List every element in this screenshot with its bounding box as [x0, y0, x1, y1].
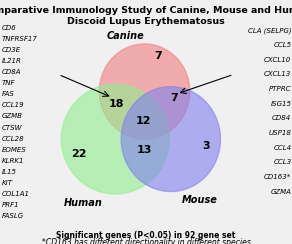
Text: Canine: Canine — [107, 31, 145, 41]
Text: CD8A: CD8A — [1, 69, 21, 75]
Text: CCL4: CCL4 — [273, 145, 291, 151]
Text: CCL28: CCL28 — [1, 136, 24, 142]
Text: CCL5: CCL5 — [273, 42, 291, 48]
Text: Significant genes (P<0.05) in 92 gene set: Significant genes (P<0.05) in 92 gene se… — [56, 231, 236, 240]
Text: PTPRC: PTPRC — [269, 86, 291, 92]
Text: 22: 22 — [71, 149, 87, 159]
Text: TNFRSF17: TNFRSF17 — [1, 36, 37, 42]
Text: CD84: CD84 — [272, 115, 291, 121]
Text: 3: 3 — [202, 142, 210, 151]
Text: CLA (SELPG): CLA (SELPG) — [248, 27, 291, 34]
Text: Human: Human — [64, 198, 103, 208]
Text: GZMB: GZMB — [1, 113, 22, 120]
Ellipse shape — [121, 87, 220, 192]
Text: KLRK1: KLRK1 — [1, 158, 24, 164]
Text: TNF: TNF — [1, 80, 15, 86]
Text: FASLG: FASLG — [1, 213, 24, 219]
Text: EOMES: EOMES — [1, 147, 26, 153]
Text: IL15: IL15 — [1, 169, 16, 175]
Text: USP18: USP18 — [269, 130, 291, 136]
Text: CD6: CD6 — [1, 25, 16, 31]
Text: 18: 18 — [109, 99, 125, 109]
Text: ISG15: ISG15 — [270, 101, 291, 107]
Text: 7: 7 — [154, 51, 161, 61]
Text: CCL19: CCL19 — [1, 102, 24, 108]
Text: CD3E: CD3E — [1, 47, 20, 53]
Text: 13: 13 — [137, 145, 152, 155]
Text: CD163*: CD163* — [264, 174, 291, 180]
Text: 12: 12 — [136, 116, 152, 126]
Ellipse shape — [99, 44, 190, 139]
Text: 7: 7 — [170, 93, 178, 102]
Text: IL21R: IL21R — [1, 58, 21, 64]
Text: CXCL10: CXCL10 — [264, 57, 291, 63]
Text: COL1A1: COL1A1 — [1, 191, 29, 197]
Text: *CD163 has different directionality in different species: *CD163 has different directionality in d… — [41, 238, 251, 244]
Text: Mouse: Mouse — [182, 195, 218, 205]
Text: KIT: KIT — [1, 180, 13, 186]
Text: PRF1: PRF1 — [1, 202, 19, 208]
Text: CTSW: CTSW — [1, 124, 22, 131]
Text: CXCL13: CXCL13 — [264, 71, 291, 77]
Text: CCL3: CCL3 — [273, 159, 291, 165]
Ellipse shape — [61, 84, 169, 194]
Text: GZMA: GZMA — [271, 189, 291, 194]
Text: FAS: FAS — [1, 91, 14, 97]
Text: Comparative Immunology Study of Canine, Mouse and Human
Discoid Lupus Erythemato: Comparative Immunology Study of Canine, … — [0, 6, 292, 26]
